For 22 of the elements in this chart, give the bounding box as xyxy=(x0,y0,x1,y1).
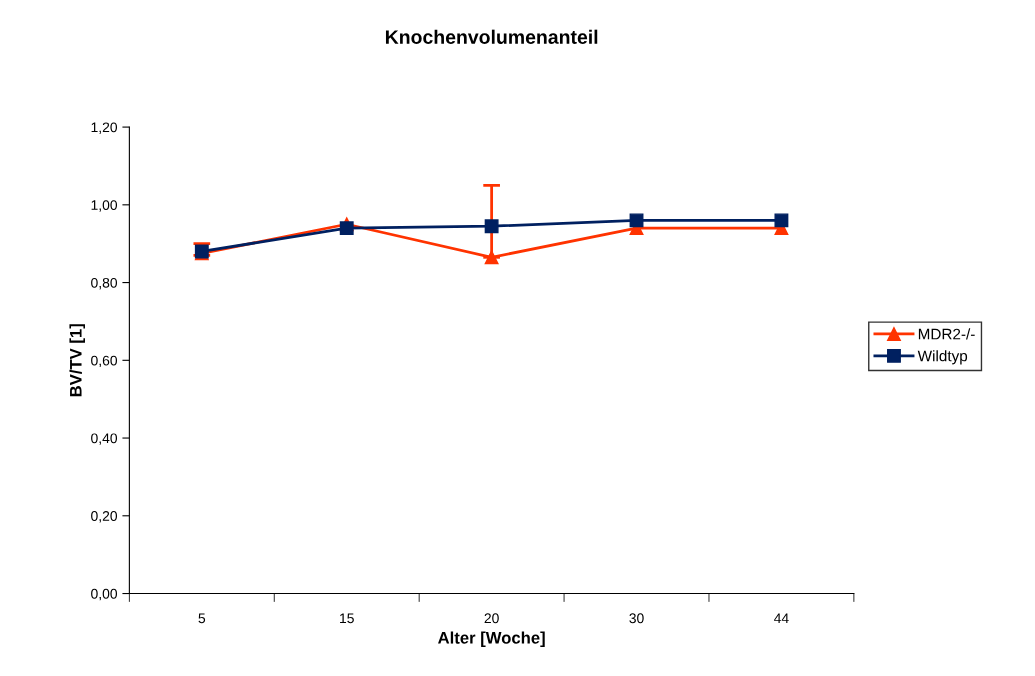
y-tick-label: 0,20 xyxy=(91,511,118,523)
y-axis-title: BV/TV [1] xyxy=(69,324,85,397)
point xyxy=(484,250,499,265)
x-tick-label: 5 xyxy=(198,613,206,624)
point xyxy=(339,221,354,236)
point xyxy=(484,219,499,234)
x-axis-title: Alter [Woche] xyxy=(438,631,545,648)
y-tick-label: 1,20 xyxy=(91,122,118,134)
x-tick-label: 15 xyxy=(340,613,354,624)
y-tick-label: 0,00 xyxy=(91,588,118,601)
y-tick-label: 1,00 xyxy=(91,200,118,212)
x-tick-label: 30 xyxy=(629,613,644,624)
x-tick-label: 20 xyxy=(484,613,499,624)
y-tick-label: 0,80 xyxy=(91,277,118,290)
y-tick-label: 0,60 xyxy=(91,355,118,368)
legend-label: MDR2-/- xyxy=(918,328,975,340)
x-tick-label: 44 xyxy=(774,613,789,624)
point xyxy=(629,213,644,228)
legend-label: Wildtyp xyxy=(917,350,968,365)
point xyxy=(774,213,789,228)
y-tick-label: 0,40 xyxy=(91,433,118,445)
chart-title: Knochenvolumenanteil xyxy=(385,29,598,44)
